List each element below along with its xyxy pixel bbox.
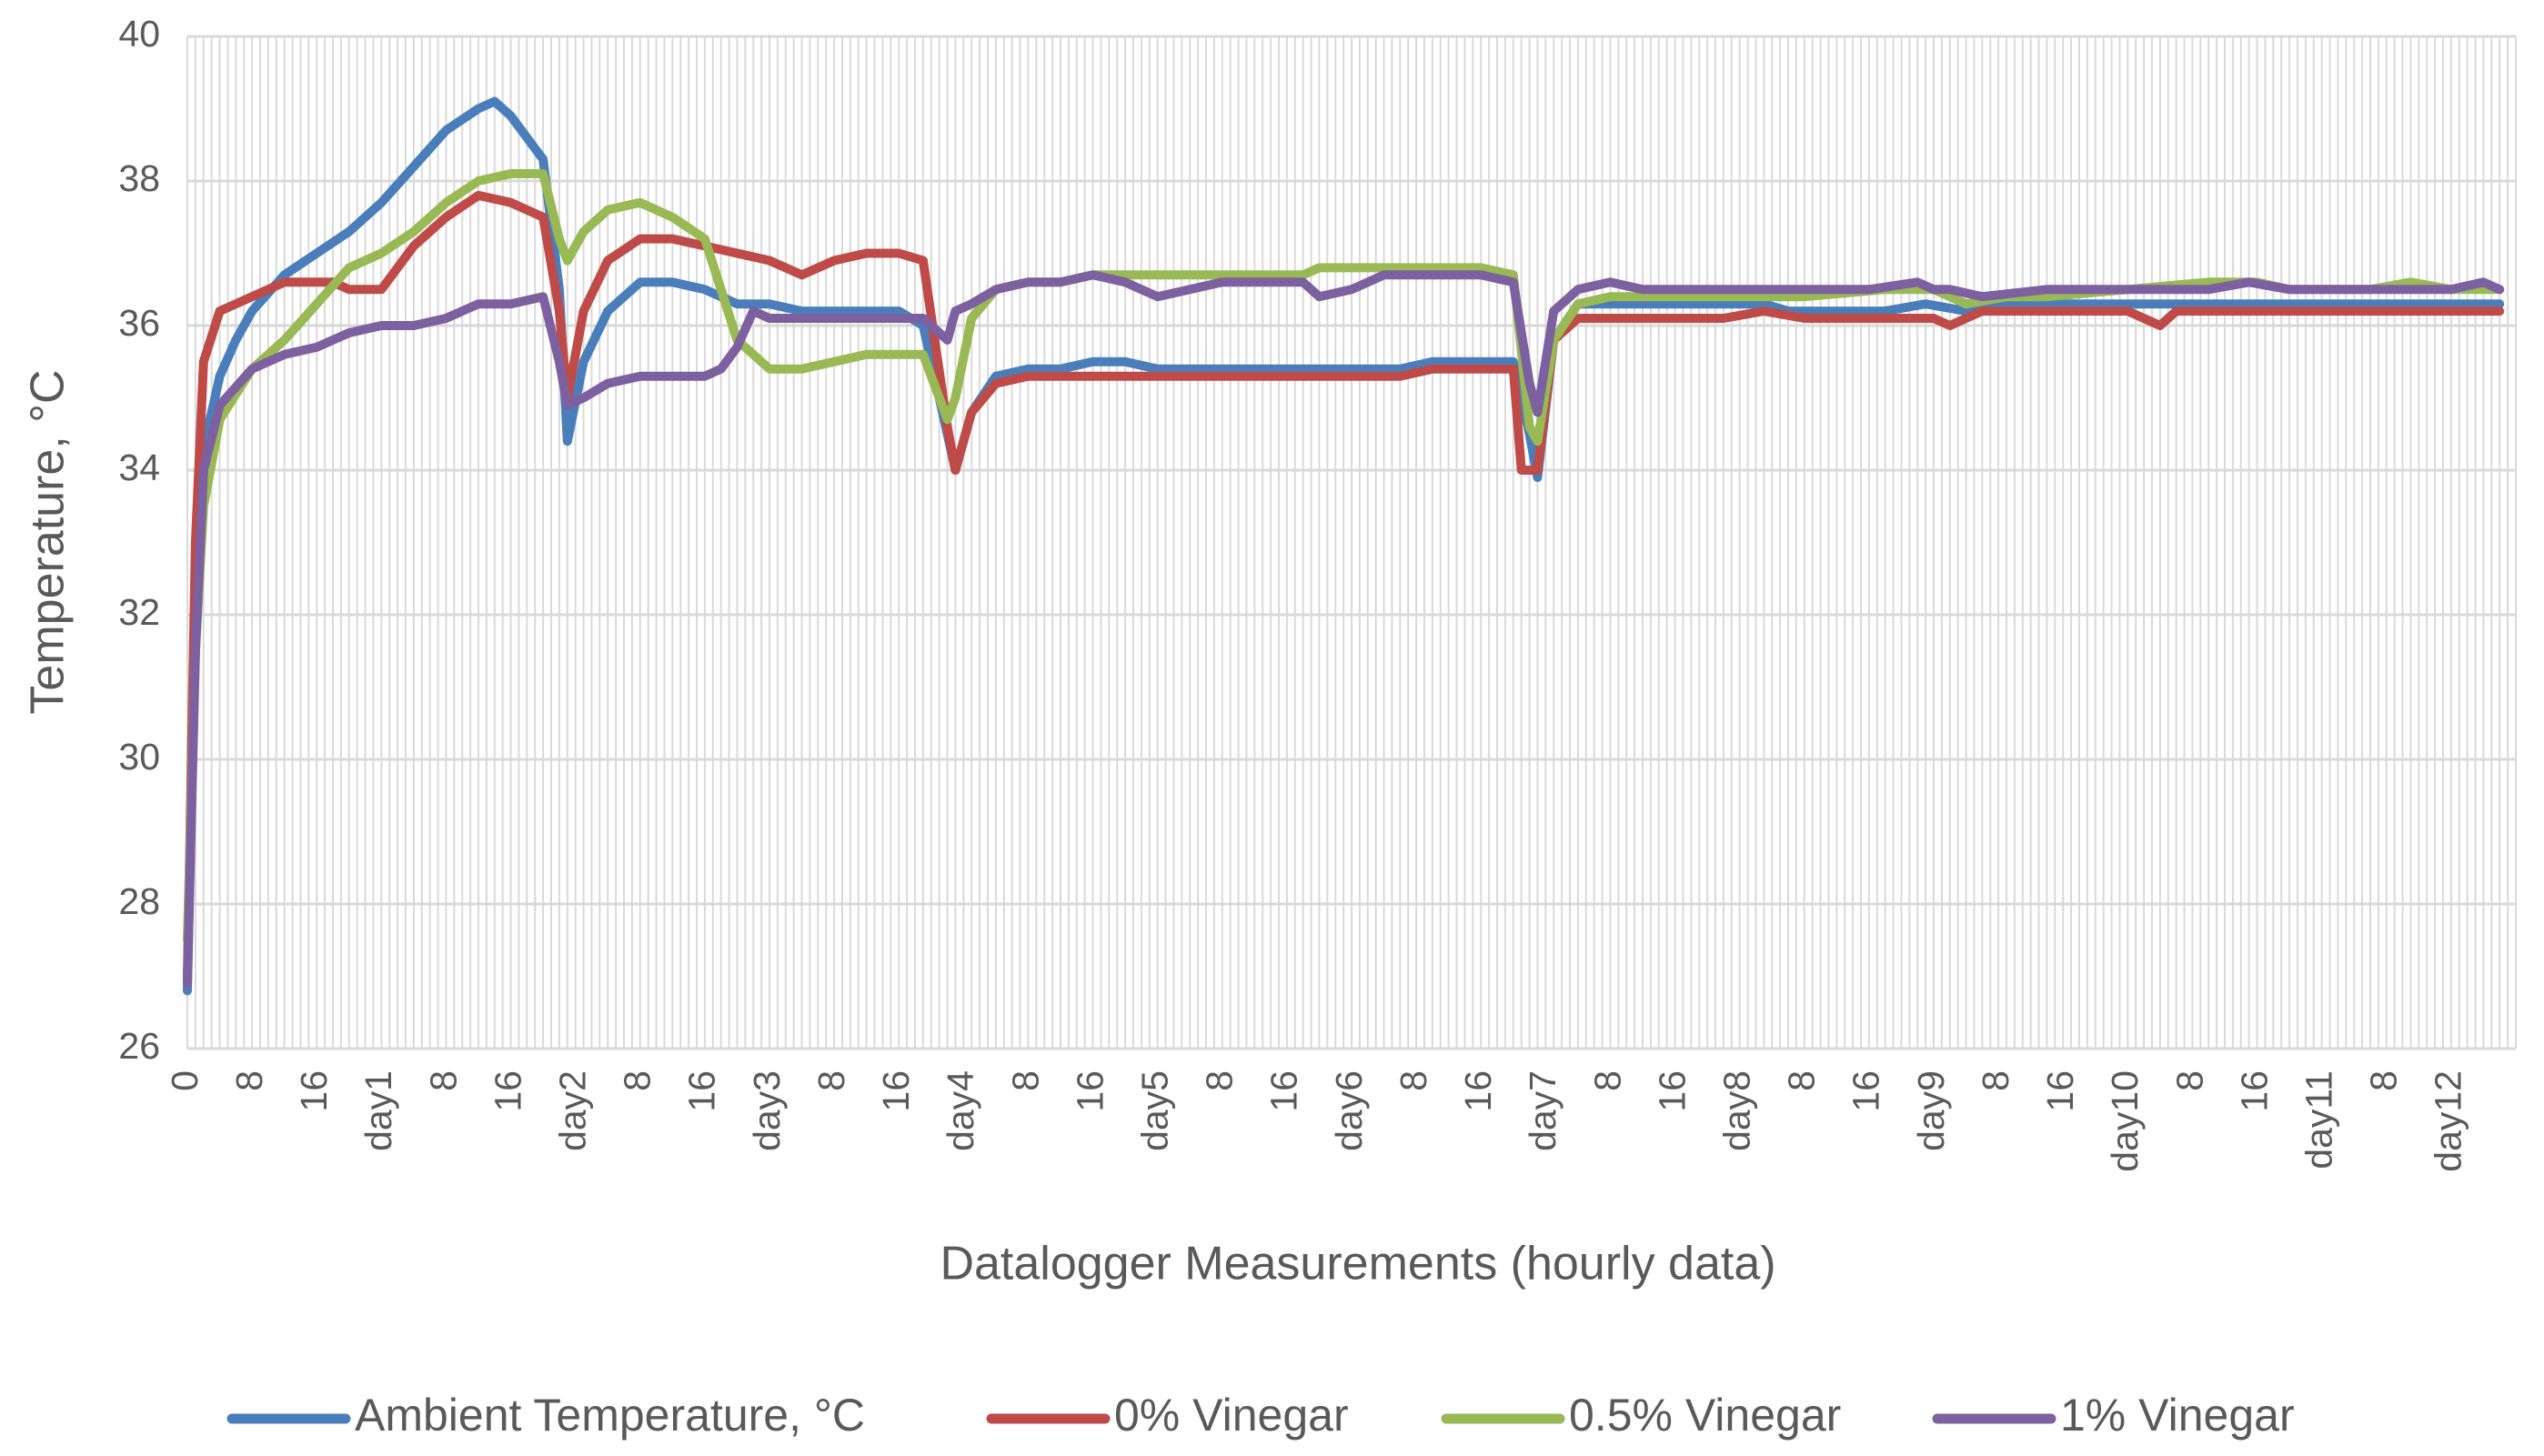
x-tick-label: 16 <box>681 1070 723 1112</box>
x-tick-label: 16 <box>2039 1070 2081 1112</box>
legend: Ambient Temperature, °C 0% Vinegar 0.5% … <box>226 1390 2295 1441</box>
legend-label-0-5pct: 0.5% Vinegar <box>1569 1390 1841 1441</box>
series-lines <box>183 96 2505 996</box>
legend-label-1pct: 1% Vinegar <box>2060 1390 2295 1441</box>
x-tick-label: 8 <box>1004 1070 1046 1091</box>
x-tick-label: day2 <box>551 1070 593 1151</box>
x-tick-label: 16 <box>1457 1070 1499 1112</box>
x-axis-tick-labels: 0 8 16 day1 8 16 day2 8 16 day3 8 16 day4 8 16 day5 8 16 d… <box>164 1070 2469 1172</box>
y-axis-title: Temperature, °C <box>22 369 75 714</box>
x-tick-label: 0 <box>164 1070 206 1091</box>
y-tick-label: 38 <box>118 157 160 199</box>
legend-label-0pct: 0% Vinegar <box>1114 1390 1349 1441</box>
x-tick-label: day12 <box>2428 1070 2469 1172</box>
x-tick-label: 8 <box>810 1070 852 1091</box>
y-axis-tick-labels: 26 28 30 32 34 36 38 40 <box>118 13 160 1067</box>
x-tick-label: day11 <box>2298 1070 2339 1170</box>
series-line-1 <box>183 190 2505 981</box>
x-tick-label: 8 <box>1781 1070 1823 1091</box>
x-tick-label: day9 <box>1910 1070 1952 1151</box>
y-tick-label: 36 <box>118 302 160 344</box>
x-tick-label: 16 <box>293 1070 335 1112</box>
x-tick-label: 16 <box>1263 1070 1305 1112</box>
series-line-3 <box>183 270 2505 989</box>
x-tick-label: 8 <box>2363 1070 2405 1091</box>
x-tick-label: 8 <box>617 1070 659 1091</box>
x-tick-label: 8 <box>1393 1070 1434 1091</box>
y-tick-label: 34 <box>118 447 160 488</box>
legend-label-ambient: Ambient Temperature, °C <box>355 1390 865 1441</box>
x-tick-label: day1 <box>357 1070 399 1151</box>
x-tick-label: 8 <box>422 1070 464 1091</box>
horizontal-gridlines <box>187 35 2516 1050</box>
y-tick-label: 30 <box>118 736 160 778</box>
y-tick-label: 28 <box>118 880 160 922</box>
x-tick-label: 8 <box>1975 1070 2016 1091</box>
y-tick-label: 26 <box>118 1025 160 1067</box>
x-tick-label: 8 <box>1586 1070 1628 1091</box>
x-tick-label: 8 <box>2168 1070 2210 1091</box>
x-tick-label: 16 <box>487 1070 528 1112</box>
x-tick-label: 8 <box>228 1070 270 1091</box>
x-tick-label: 16 <box>875 1070 917 1112</box>
x-tick-label: 8 <box>1199 1070 1241 1091</box>
x-tick-label: day8 <box>1715 1070 1757 1151</box>
x-tick-label: day3 <box>746 1070 788 1151</box>
x-tick-label: 16 <box>1069 1070 1111 1112</box>
x-tick-label: day4 <box>940 1070 981 1151</box>
y-tick-label: 40 <box>118 13 160 55</box>
x-tick-label: day6 <box>1328 1070 1370 1151</box>
x-tick-label: 16 <box>1651 1070 1693 1112</box>
x-axis-title: Datalogger Measurements (hourly data) <box>940 1238 1775 1290</box>
y-tick-label: 32 <box>118 591 160 633</box>
x-tick-label: day7 <box>1522 1070 1564 1151</box>
x-tick-label: 16 <box>1845 1070 1887 1112</box>
x-tick-label: day10 <box>2104 1070 2146 1172</box>
x-tick-label: day5 <box>1133 1070 1175 1151</box>
x-tick-label: 16 <box>2233 1070 2275 1112</box>
vertical-gridlines <box>186 36 2517 1049</box>
